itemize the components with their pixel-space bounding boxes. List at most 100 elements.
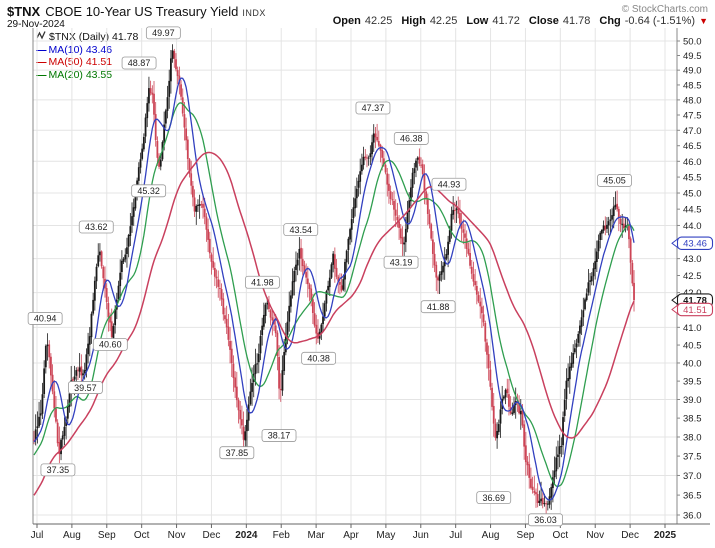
legend-ma10-label: MA(10) 43.46 [48,43,113,56]
svg-text:44.93: 44.93 [438,179,461,189]
svg-text:48.87: 48.87 [128,58,151,68]
svg-text:Dec: Dec [621,530,639,541]
svg-text:40.0: 40.0 [683,358,702,369]
svg-text:45.05: 45.05 [603,176,626,186]
ma50-swatch: — [36,56,47,68]
legend-ma20-label: MA(20) 43.55 [48,68,113,81]
open-value: 42.25 [364,15,393,27]
legend-symbol-label: $TNX (Daily) 41.78 [49,30,139,43]
svg-text:43.62: 43.62 [85,222,108,232]
chart-header: $TNX CBOE 10-Year US Treasury Yield INDX [7,3,266,21]
svg-text:Dec: Dec [203,530,221,541]
svg-text:43.46: 43.46 [683,239,707,250]
change-value: -0.64 (-1.51%) [624,15,696,27]
svg-text:40.94: 40.94 [34,314,57,324]
svg-text:39.0: 39.0 [683,395,702,406]
svg-text:38.17: 38.17 [268,431,291,441]
high-value: 42.25 [429,15,458,27]
svg-text:43.0: 43.0 [683,254,702,265]
svg-text:36.5: 36.5 [683,491,702,502]
change-down-icon: ▼ [699,15,708,26]
low-value: 41.72 [492,15,520,27]
open-label: Open [332,15,361,27]
svg-text:45.5: 45.5 [683,173,702,184]
svg-text:37.35: 37.35 [47,465,70,475]
symbol: $TNX [7,4,41,19]
chart-legend: $TNX (Daily) 41.78 — MA(10) 43.46 — MA(5… [36,30,138,81]
svg-text:Sep: Sep [517,530,535,541]
page-title: CBOE 10-Year US Treasury Yield [45,4,239,19]
svg-text:44.0: 44.0 [683,221,702,232]
chart-date: 29-Nov-2024 [7,19,65,30]
svg-text:Jul: Jul [31,530,44,541]
svg-text:May: May [376,530,395,541]
legend-ma50-row: — MA(50) 41.51 [36,56,138,69]
quote-strip: Open 42.25 High 42.25 Low 41.72 Close 41… [333,15,708,27]
svg-text:49.5: 49.5 [683,51,702,62]
legend-ma20-row: — MA(20) 43.55 [36,69,138,82]
svg-text:36.03: 36.03 [534,515,557,525]
copyright: © StockCharts.com [621,4,708,15]
svg-text:50.0: 50.0 [683,37,702,48]
svg-text:46.5: 46.5 [683,141,702,152]
svg-text:38.5: 38.5 [683,414,702,425]
svg-text:37.85: 37.85 [226,448,249,458]
svg-text:49.97: 49.97 [152,28,175,38]
legend-symbol-row: $TNX (Daily) 41.78 [36,30,138,44]
svg-text:Feb: Feb [273,530,291,541]
svg-text:Mar: Mar [307,530,325,541]
svg-text:37.0: 37.0 [683,471,702,482]
svg-text:49.0: 49.0 [683,66,702,77]
svg-text:Oct: Oct [553,530,569,541]
svg-text:Jul: Jul [449,530,462,541]
low-label: Low [466,15,489,27]
svg-text:38.0: 38.0 [683,432,702,443]
legend-ma50-label: MA(50) 41.51 [48,56,113,68]
svg-text:45.0: 45.0 [683,189,702,200]
ma10-swatch: — [36,43,47,56]
svg-text:40.38: 40.38 [307,354,330,364]
svg-text:41.0: 41.0 [683,323,702,334]
svg-text:43.19: 43.19 [390,257,413,267]
svg-text:41.51: 41.51 [683,305,707,316]
svg-text:41.98: 41.98 [251,277,274,287]
svg-text:40.5: 40.5 [683,341,702,352]
svg-text:41.78: 41.78 [683,296,707,307]
svg-text:Oct: Oct [134,530,150,541]
svg-text:36.0: 36.0 [683,511,702,522]
svg-text:Aug: Aug [63,530,81,541]
svg-text:Apr: Apr [343,530,359,541]
change-label: Chg [599,15,621,27]
svg-text:48.5: 48.5 [683,80,702,91]
svg-text:40.60: 40.60 [99,340,122,350]
legend-ma10-row: — MA(10) 43.46 [36,44,138,57]
svg-text:2024: 2024 [235,530,258,541]
svg-text:44.5: 44.5 [683,205,702,216]
close-value: 41.78 [562,15,591,27]
svg-text:46.0: 46.0 [683,157,702,168]
price-line-icon [36,30,46,44]
svg-text:Nov: Nov [168,530,186,541]
svg-text:39.5: 39.5 [683,377,702,388]
svg-text:36.69: 36.69 [482,493,505,503]
svg-text:45.32: 45.32 [137,186,160,196]
svg-text:47.37: 47.37 [362,103,385,113]
svg-text:39.57: 39.57 [74,383,97,393]
high-label: High [401,15,426,27]
exchange-tag: INDX [242,8,266,18]
svg-text:46.38: 46.38 [400,134,423,144]
svg-text:Jun: Jun [413,530,429,541]
svg-text:43.54: 43.54 [289,225,312,235]
svg-text:2025: 2025 [654,530,677,541]
svg-text:47.0: 47.0 [683,126,702,137]
svg-text:42.5: 42.5 [683,271,702,282]
svg-text:41.88: 41.88 [427,302,450,312]
close-label: Close [528,15,559,27]
svg-text:Aug: Aug [482,530,500,541]
svg-text:Sep: Sep [98,530,116,541]
svg-text:Nov: Nov [586,530,604,541]
ma20-swatch: — [36,68,47,81]
svg-text:37.5: 37.5 [683,452,702,463]
